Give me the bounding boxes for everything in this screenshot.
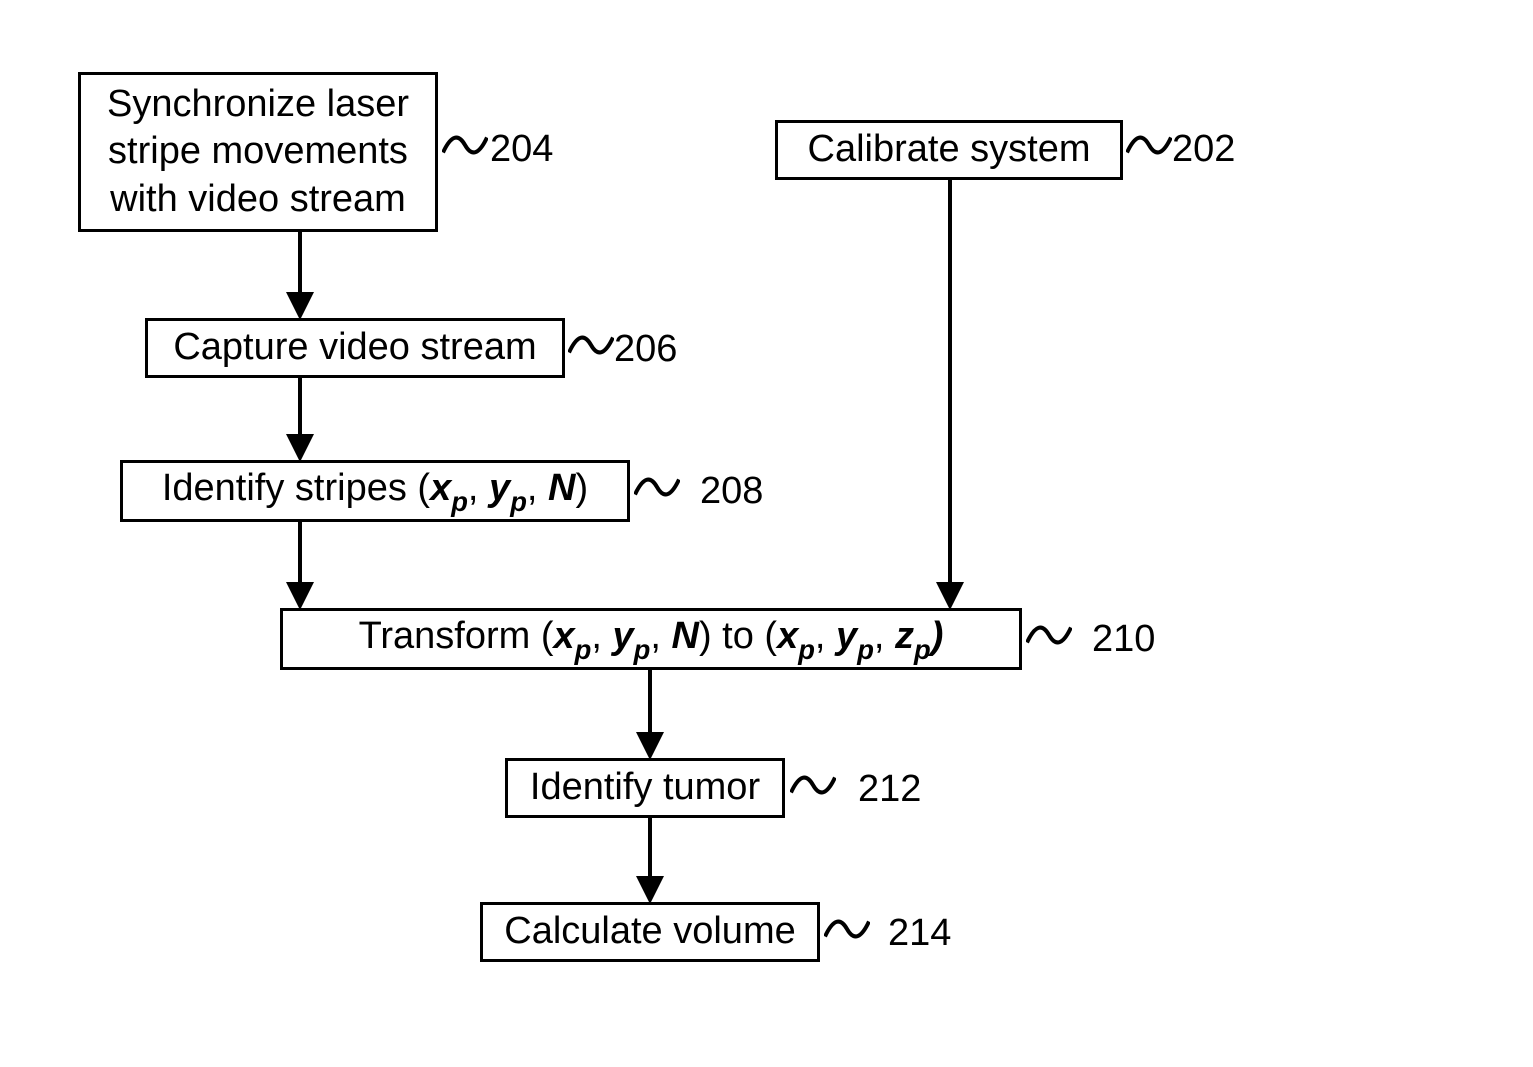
ref-label-r214: 214 <box>888 912 951 955</box>
node-text: Identify tumor <box>530 766 760 808</box>
node-text: , <box>874 615 895 657</box>
flowchart-node-n214: Calculate volume <box>480 902 820 962</box>
ref-label-r206: 206 <box>614 328 677 371</box>
node-text: Calibrate system <box>808 128 1091 170</box>
tilde-connector <box>442 130 488 160</box>
node-text: N <box>548 467 575 509</box>
node-text: p <box>575 634 592 665</box>
flowchart-node-n202: Calibrate system <box>775 120 1123 180</box>
node-text: p <box>798 634 815 665</box>
node-text: Calculate volume <box>504 910 795 952</box>
tilde-connector <box>568 330 614 360</box>
node-text: , <box>815 615 836 657</box>
node-text: , <box>650 615 671 657</box>
tilde-connector <box>790 770 836 800</box>
node-text: with video stream <box>110 178 406 220</box>
node-text: , <box>468 467 489 509</box>
node-text: z <box>895 615 914 657</box>
tilde-connector <box>1026 620 1072 650</box>
node-text: p <box>857 634 874 665</box>
node-text: , <box>591 615 612 657</box>
node-text: p <box>634 634 651 665</box>
node-text: Identify stripes ( <box>162 467 430 509</box>
flowchart-canvas: Synchronize laser stripe movements with vi… <box>0 0 1533 1067</box>
node-text: x <box>554 615 575 657</box>
tilde-connector <box>634 472 680 502</box>
flowchart-node-n204: Synchronize laser stripe movements with vi… <box>78 72 438 232</box>
node-text: Capture video stream <box>173 326 536 368</box>
ref-label-r210: 210 <box>1092 618 1155 661</box>
ref-label-r208: 208 <box>700 470 763 513</box>
node-text: y <box>489 467 510 509</box>
node-text: ) <box>575 467 588 509</box>
node-text: , <box>527 467 548 509</box>
node-text: p <box>510 486 527 517</box>
node-text: Synchronize laser <box>107 83 409 125</box>
flowchart-node-n206: Capture video stream <box>145 318 565 378</box>
node-text: Transform ( <box>359 615 554 657</box>
node-text: ) to ( <box>699 615 777 657</box>
ref-label-r202: 202 <box>1172 128 1235 171</box>
flowchart-node-n208: Identify stripes (xp, yp, N) <box>120 460 630 522</box>
node-text: ) <box>931 615 944 657</box>
flowchart-node-n212: Identify tumor <box>505 758 785 818</box>
flowchart-node-n210: Transform (xp, yp, N) to (xp, yp, zp) <box>280 608 1022 670</box>
node-text: y <box>613 615 634 657</box>
tilde-connector <box>1126 130 1172 160</box>
node-text: p <box>914 634 931 665</box>
ref-label-r212: 212 <box>858 768 921 811</box>
node-text: x <box>430 467 451 509</box>
node-text: x <box>777 615 798 657</box>
ref-label-r204: 204 <box>490 128 553 171</box>
node-text: y <box>836 615 857 657</box>
node-text: p <box>451 486 468 517</box>
node-text: N <box>671 615 698 657</box>
tilde-connector <box>824 914 870 944</box>
node-text: stripe movements <box>108 130 408 172</box>
